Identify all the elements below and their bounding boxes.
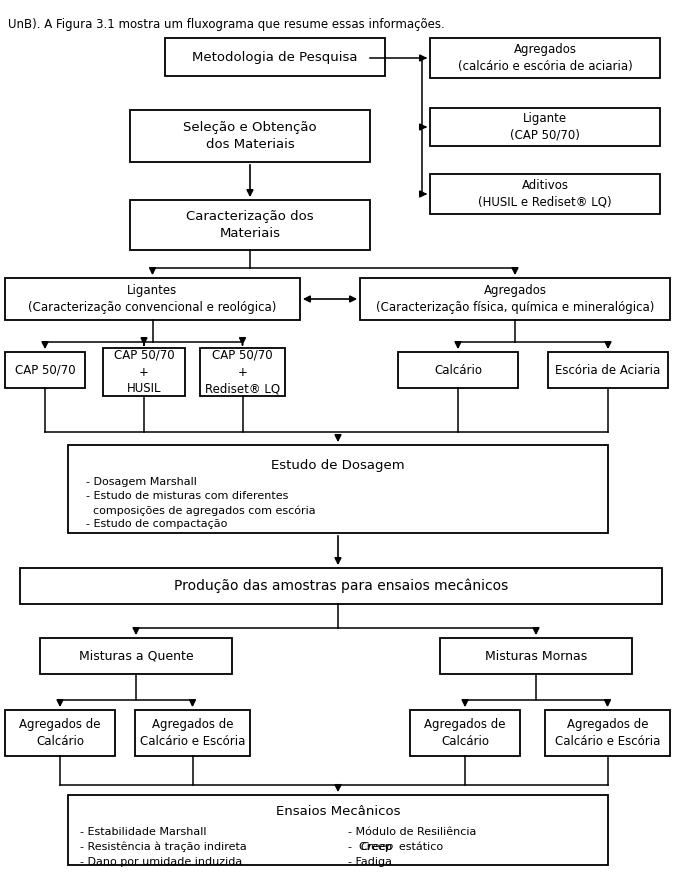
Text: Metodologia de Pesquisa: Metodologia de Pesquisa [192,51,358,64]
Bar [430,38,660,78]
Bar [103,348,185,396]
Text: Misturas Mornas: Misturas Mornas [485,650,587,663]
Bar [20,568,662,604]
Bar [5,710,115,756]
Text: - Dosagem Marshall: - Dosagem Marshall [86,477,197,487]
Text: Estudo de Dosagem: Estudo de Dosagem [271,459,405,472]
Text: Agregados de
Calcário e Escória: Agregados de Calcário e Escória [140,718,245,748]
Text: Ensaios Mecânicos: Ensaios Mecânicos [276,805,400,818]
Text: Ligante
(CAP 50/70): Ligante (CAP 50/70) [510,113,580,141]
Text: Agregados
(calcário e escória de aciaria): Agregados (calcário e escória de aciaria… [458,44,632,72]
Text: Agregados de
Calcário e Escória: Agregados de Calcário e Escória [555,718,660,748]
Text: UnB). A Figura 3.1 mostra um fluxograma que resume essas informações.: UnB). A Figura 3.1 mostra um fluxograma … [8,18,444,31]
Text: Agregados de
Calcário: Agregados de Calcário [424,718,506,748]
Text: Escória de Aciaria: Escória de Aciaria [555,363,660,376]
Bar [40,638,232,674]
Text: Creep: Creep [361,842,394,852]
Text: CAP 50/70
+
HUSIL: CAP 50/70 + HUSIL [114,349,174,395]
Text: Ligantes
(Caracterização convencional e reológica): Ligantes (Caracterização convencional e … [28,285,277,313]
Text: Seleção e Obtenção
dos Materiais: Seleção e Obtenção dos Materiais [183,121,316,151]
Bar [548,352,668,388]
Bar [440,638,632,674]
Bar [130,110,370,162]
Bar [430,108,660,146]
Bar [398,352,518,388]
Text: - Estabilidade Marshall: - Estabilidade Marshall [80,827,206,837]
Bar [545,710,670,756]
Bar [165,38,385,76]
Text: Agregados de
Calcário: Agregados de Calcário [19,718,100,748]
Text: - Fadiga: - Fadiga [348,857,392,867]
Bar [200,348,285,396]
Bar [5,352,85,388]
Bar [68,445,608,533]
Text: Misturas a Quente: Misturas a Quente [78,650,193,663]
Text: Agregados
(Caracterização física, química e mineralógica): Agregados (Caracterização física, químic… [376,285,654,313]
Text: - Dano por umidade induzida: - Dano por umidade induzida [80,857,242,867]
Text: Aditivos
(HUSIL e Rediset® LQ): Aditivos (HUSIL e Rediset® LQ) [478,179,612,209]
Text: CAP 50/70: CAP 50/70 [14,363,75,376]
Bar [5,278,300,320]
Bar [410,710,520,756]
Text: Produção das amostras para ensaios mecânicos: Produção das amostras para ensaios mecân… [174,579,508,594]
Text: - Módulo de Resiliência: - Módulo de Resiliência [348,827,476,837]
Text: - Estudo de misturas com diferentes: - Estudo de misturas com diferentes [86,491,288,501]
Text: - Resistência à tração indireta: - Resistência à tração indireta [80,842,247,853]
Text: -  Creep  estático: - Creep estático [348,842,443,853]
Text: Calcário: Calcário [434,363,482,376]
Text: composições de agregados com escória: composições de agregados com escória [86,505,316,515]
Text: - Estudo de compactação: - Estudo de compactação [86,519,227,529]
Bar [430,174,660,214]
Bar [68,795,608,865]
Bar [360,278,670,320]
Bar [135,710,250,756]
Text: Caracterização dos
Materiais: Caracterização dos Materiais [186,210,314,240]
Bar [130,200,370,250]
Text: CAP 50/70
+
Rediset® LQ: CAP 50/70 + Rediset® LQ [205,349,280,395]
